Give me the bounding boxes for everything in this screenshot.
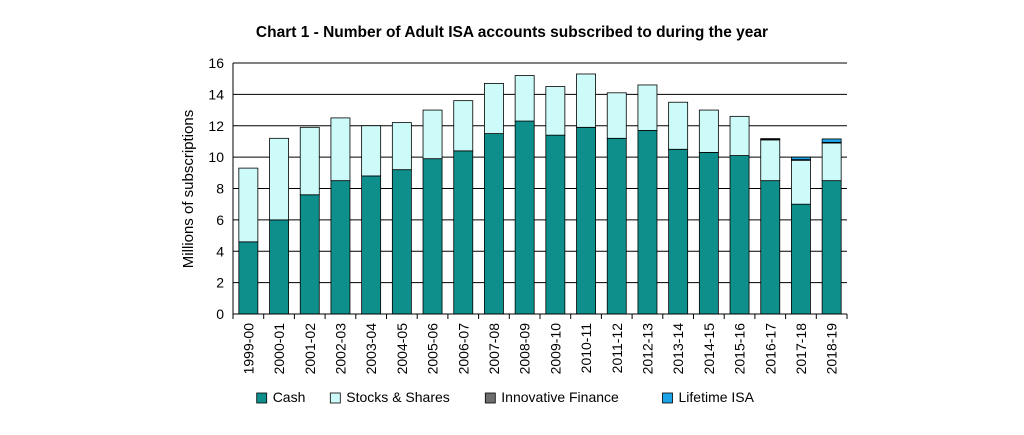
- chart-title: Chart 1 - Number of Adult ISA accounts s…: [256, 24, 768, 41]
- bar-segment-stocks-shares: [238, 167, 259, 243]
- bar-segment-stocks-shares: [698, 109, 719, 153]
- x-tick-label: 2005-06: [425, 323, 441, 375]
- legend-label: Stocks & Shares: [346, 389, 450, 405]
- bar-segment-stocks-shares: [514, 75, 535, 122]
- x-tick-label: 2007-08: [486, 323, 502, 375]
- bar-segment-cash: [791, 203, 811, 315]
- bar-segment-stocks-shares: [391, 122, 412, 171]
- x-tick-label: 2000-01: [271, 323, 287, 375]
- bar-segment-cash: [668, 148, 689, 315]
- y-tick-label: 14: [208, 86, 224, 102]
- bar-segment-cash: [484, 133, 504, 315]
- bar-segment-cash: [269, 219, 289, 315]
- bar-segment-stocks-shares: [637, 84, 658, 131]
- bar-segment-cash: [576, 126, 596, 315]
- x-tick-label: 2011-12: [609, 323, 625, 374]
- bar-segment-stocks-shares: [821, 142, 842, 182]
- x-tick-label: 1999-00: [240, 323, 256, 375]
- bar-segment-stocks-shares: [606, 92, 627, 139]
- gridlines: [233, 62, 847, 284]
- x-tick-label: 2004-05: [394, 323, 410, 375]
- x-tick-label: 2018-19: [824, 323, 840, 375]
- y-tick-label: 8: [216, 181, 224, 197]
- bar-segment-cash: [514, 120, 535, 315]
- y-tick-label: 0: [216, 306, 224, 322]
- bar-segment-stocks-shares: [299, 126, 320, 196]
- bar-segment-lifetime-isa: [821, 138, 842, 143]
- bar-segment-cash: [729, 155, 750, 315]
- bar-segment-stocks-shares: [729, 115, 750, 156]
- x-tick-label: 2002-03: [332, 323, 348, 375]
- legend-label: Cash: [273, 389, 306, 405]
- bar-segment-cash: [330, 180, 351, 315]
- bar-segment-stocks-shares: [484, 82, 504, 134]
- bar-segment-cash: [698, 152, 719, 315]
- bar-segment-stocks-shares: [453, 100, 474, 152]
- bar-segment-cash: [453, 150, 474, 315]
- legend-label: Innovative Finance: [501, 389, 619, 405]
- x-tick-label: 2014-15: [701, 323, 717, 375]
- legend-swatch: [484, 392, 496, 404]
- legend-swatch: [329, 392, 341, 404]
- bar-segment-cash: [391, 169, 412, 315]
- bar-segment-stocks-shares: [422, 109, 443, 160]
- bar-segment-stocks-shares: [576, 73, 596, 128]
- x-tick-label: 2016-17: [762, 323, 778, 375]
- x-tick-label: 2010-11: [578, 323, 594, 374]
- bar-segment-lifetime-isa: [760, 138, 781, 140]
- y-tick-label: 16: [208, 55, 224, 71]
- bar-segment-stocks-shares: [760, 139, 781, 182]
- bar-segment-cash: [238, 241, 259, 315]
- x-tick-label: 2006-07: [455, 323, 471, 375]
- axes: 0 2 4 6 8 10 12 14 16 1999-00 2000-01 2001-02 2002-0…: [208, 55, 848, 375]
- bar-segment-stocks-shares: [668, 101, 689, 150]
- x-tick-label: 2017-18: [793, 323, 809, 375]
- legend: Cash Stocks & Shares Innovative Finance Lif…: [256, 389, 755, 405]
- y-axis-label: Millions of subscriptions: [180, 110, 197, 268]
- y-tick-label: 2: [216, 275, 224, 291]
- x-tick-label: 2012-13: [639, 323, 655, 375]
- y-tick-label: 12: [208, 118, 224, 134]
- bar-segment-stocks-shares: [269, 137, 289, 221]
- legend-swatch: [662, 392, 673, 404]
- bar-segment-cash: [422, 158, 443, 315]
- bar-segment-cash: [606, 137, 627, 315]
- bar-segment-cash: [545, 134, 566, 315]
- bar-segment-stocks-shares: [791, 159, 811, 205]
- x-tick-label: 2001-02: [302, 323, 318, 375]
- x-tick-label: 2015-16: [732, 323, 748, 375]
- bar-segment-cash: [361, 175, 382, 315]
- x-tick-label: 2008-09: [517, 323, 533, 375]
- bar-segment-cash: [299, 194, 320, 315]
- y-tick-label: 6: [216, 212, 224, 228]
- y-tick-label: 4: [216, 243, 224, 259]
- bar-segment-cash: [821, 180, 842, 315]
- bar-segment-stocks-shares: [545, 86, 566, 136]
- legend-label: Lifetime ISA: [679, 389, 755, 405]
- bar-segment-stocks-shares: [361, 125, 382, 177]
- bar-segment-cash: [637, 130, 658, 315]
- y-tick-label: 10: [208, 149, 224, 165]
- legend-swatch: [256, 392, 268, 404]
- bar-segment-lifetime-isa: [791, 156, 811, 161]
- x-tick-label: 2009-10: [547, 323, 563, 375]
- x-tick-label: 2013-14: [670, 323, 686, 375]
- bar-segment-stocks-shares: [330, 117, 351, 182]
- bar-segment-cash: [760, 180, 781, 315]
- bars: [238, 73, 842, 315]
- x-tick-label: 2003-04: [363, 323, 379, 375]
